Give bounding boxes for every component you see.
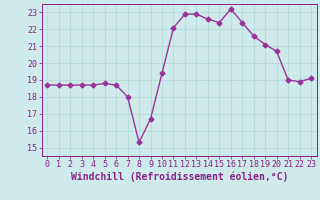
X-axis label: Windchill (Refroidissement éolien,°C): Windchill (Refroidissement éolien,°C)	[70, 172, 288, 182]
